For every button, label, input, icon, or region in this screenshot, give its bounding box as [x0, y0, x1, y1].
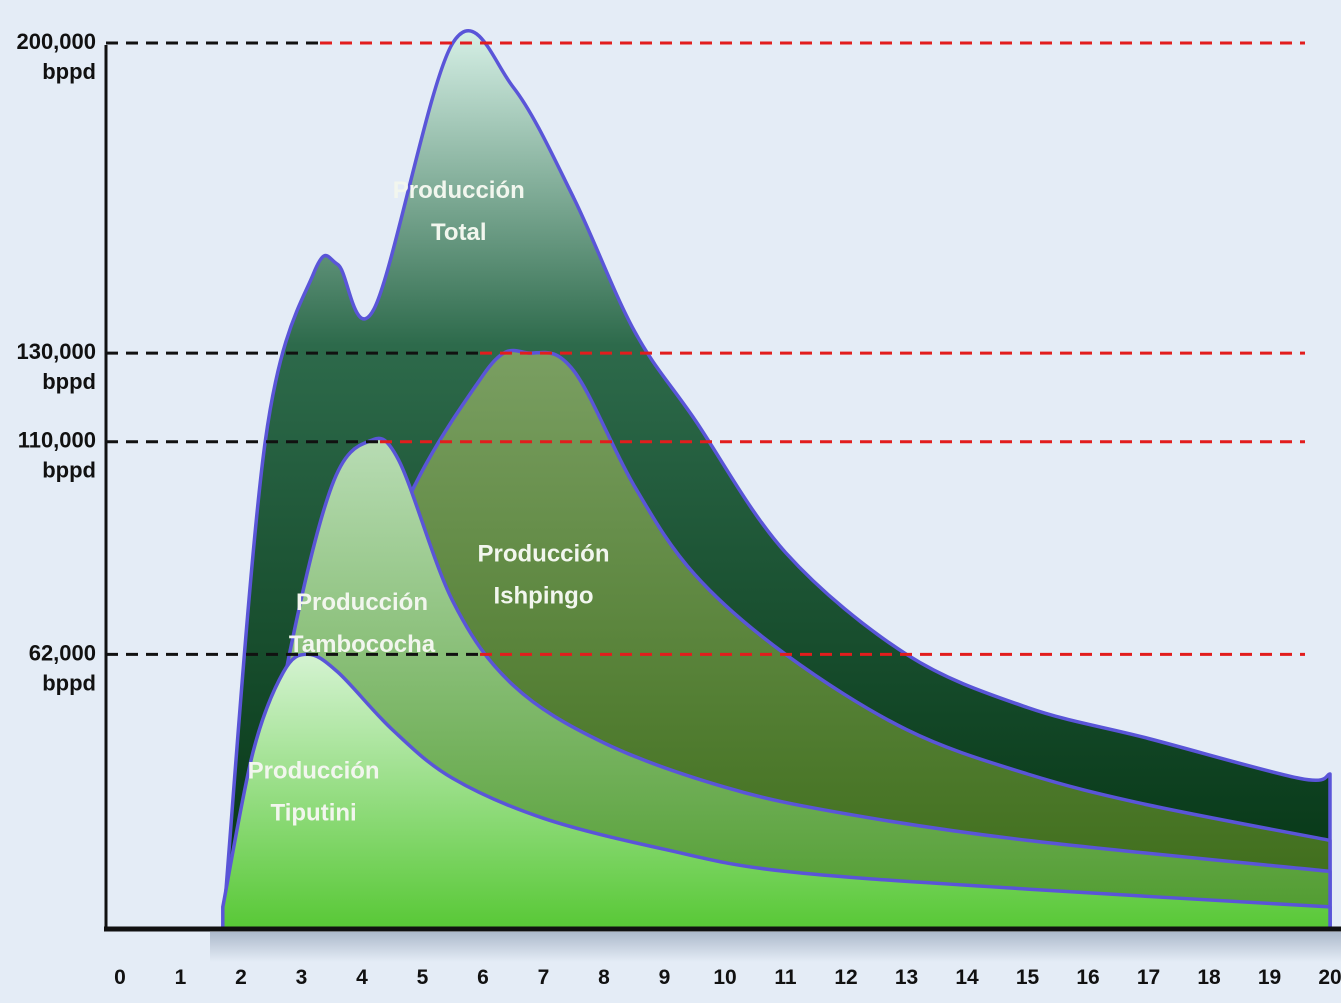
series-areas	[221, 29, 1332, 931]
x-tick-label: 17	[1137, 966, 1160, 989]
axes	[104, 45, 1341, 932]
x-tick-label: 10	[713, 966, 736, 989]
y-label-unit: bppd	[42, 458, 96, 483]
guide-lines	[106, 41, 1305, 656]
y-axis-labels: 200,000 bppd 130,000 bppd 110,000 bppd 62,000 b…	[16, 29, 96, 695]
area-label-ishpingo: Producción	[477, 540, 609, 567]
x-tick-label: 20	[1318, 966, 1341, 989]
x-tick-label: 1	[175, 966, 187, 989]
x-tick-label: 9	[659, 966, 671, 989]
x-tick-label: 7	[538, 966, 550, 989]
x-tick-label: 14	[955, 966, 979, 989]
x-tick-label: 4	[356, 966, 368, 989]
x-tick-label: 8	[598, 966, 610, 989]
x-tick-label: 2	[235, 966, 247, 989]
x-tick-label: 0	[114, 966, 126, 989]
x-tick-label: 16	[1076, 966, 1099, 989]
y-label-unit: bppd	[42, 670, 96, 695]
y-label-value: 62,000	[29, 640, 96, 665]
x-axis-ticks: 0 1 2 3 4 5 6 7 8 9 10 11 12 13 14 15 16 17 18 19 20	[114, 966, 1341, 989]
x-tick-label: 15	[1016, 966, 1040, 989]
x-tick-label: 18	[1197, 966, 1221, 989]
area-label-total: Total	[431, 219, 487, 246]
y-label-value: 110,000	[18, 428, 96, 453]
x-tick-label: 6	[477, 966, 489, 989]
area-label-ishpingo: Ishpingo	[494, 582, 594, 609]
area-label-total: Producción	[393, 177, 525, 204]
y-label-value: 130,000	[16, 339, 96, 364]
area-label-tiputini: Tiputini	[270, 799, 356, 826]
x-tick-label: 5	[417, 966, 429, 989]
x-tick-label: 19	[1258, 966, 1281, 989]
x-tick-label: 12	[834, 966, 857, 989]
y-label-unit: bppd	[42, 59, 96, 84]
x-tick-label: 13	[895, 966, 918, 989]
x-tick-label: 11	[774, 966, 797, 989]
area-labels: Producción Total Producción Ishpingo Producc…	[248, 177, 610, 826]
x-tick-label: 3	[296, 966, 308, 989]
y-label-unit: bppd	[42, 369, 96, 394]
area-tiputini	[221, 652, 1332, 931]
area-label-tambococha: Tambococha	[289, 631, 436, 658]
y-label-value: 200,000	[16, 29, 96, 54]
area-label-tambococha: Producción	[296, 589, 428, 616]
floor-shadow	[210, 932, 1341, 962]
area-label-tiputini: Producción	[248, 757, 380, 784]
